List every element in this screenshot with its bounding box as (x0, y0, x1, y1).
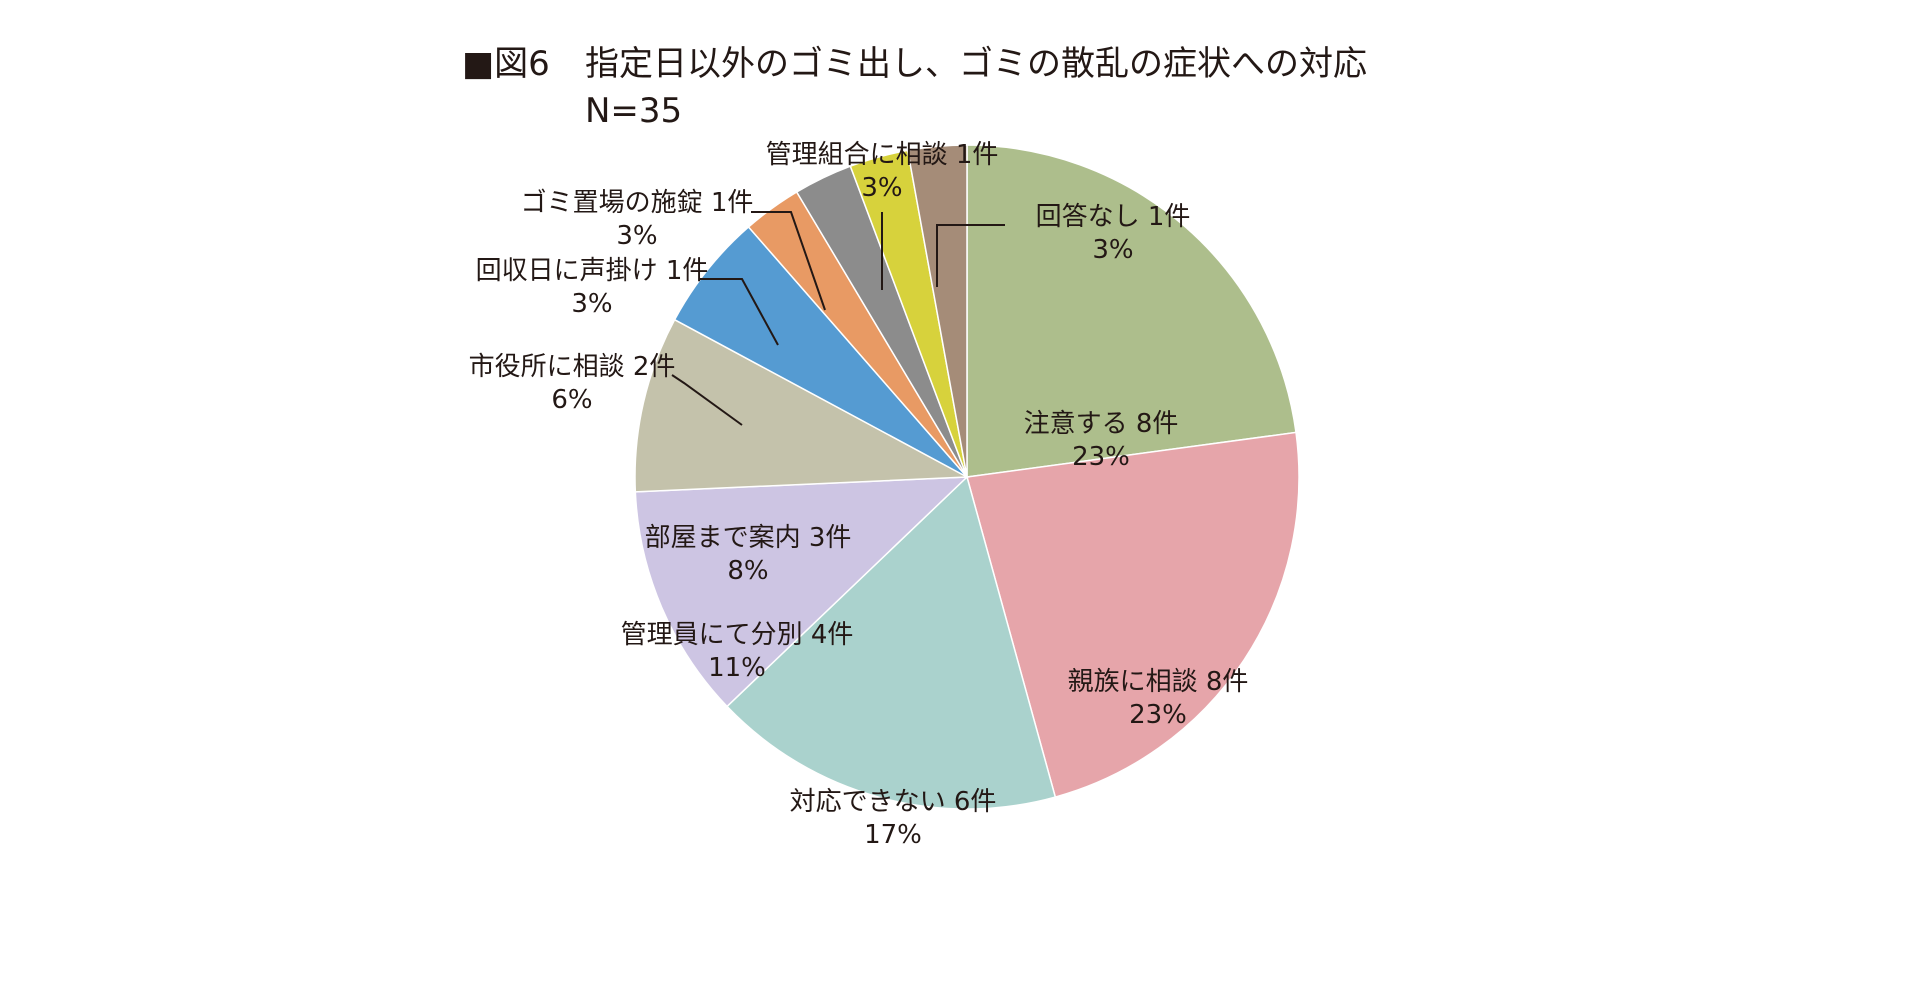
slice-label: 部屋まで案内 3件 (645, 523, 852, 553)
slice-label: 管理組合に相談 1件 (766, 140, 999, 170)
slice-label: 親族に相談 8件 (1068, 667, 1249, 697)
sample-size: N=35 (585, 91, 682, 131)
pie-slice (966, 431, 1300, 798)
slice-percent-label: 3% (861, 173, 902, 203)
slice-label: 回答なし 1件 (1036, 202, 1191, 232)
slice-label: ゴミ置場の施錠 1件 (521, 188, 754, 218)
slice-percent-label: 3% (571, 289, 612, 319)
pie-slice (966, 144, 1297, 478)
pie-slice (906, 144, 968, 478)
slice-label: 管理員にて分別 4件 (621, 620, 854, 650)
slice-percent-label: 23% (1072, 442, 1130, 472)
slice-label: 注意する 8件 (1024, 409, 1179, 439)
slice-label: 回収日に声掛け 1件 (476, 256, 709, 286)
figure-marker: ■図6 (462, 44, 550, 84)
pie-slice (634, 476, 969, 708)
slice-label: 市役所に相談 2件 (469, 352, 676, 382)
slice-percent-label: 8% (727, 556, 768, 586)
leader-line (671, 374, 743, 426)
leader-lines (671, 211, 1005, 426)
slice-percent-label: 17% (864, 820, 922, 850)
pie-slice (634, 318, 970, 493)
slice-percent-label: 11% (708, 653, 766, 683)
leader-line (751, 211, 826, 311)
slice-percent-label: 23% (1129, 700, 1187, 730)
pie-slice (725, 475, 1057, 810)
slice-percent-label: 3% (616, 221, 657, 251)
leader-line (700, 278, 779, 346)
slice-percent-label: 6% (551, 385, 592, 415)
chart-title: 指定日以外のゴミ出し、ゴミの散乱の症状への対応 (585, 44, 1367, 84)
slice-percent-label: 3% (1092, 235, 1133, 265)
pie-slices (634, 144, 1300, 810)
slice-label: 対応できない 6件 (790, 787, 997, 817)
leader-line (936, 224, 1005, 287)
